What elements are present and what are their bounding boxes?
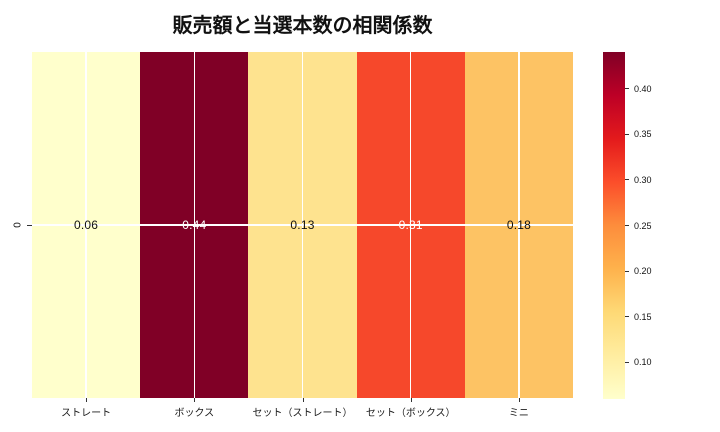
colorbar-tick-mark (625, 88, 629, 90)
x-tick-mark (410, 398, 412, 402)
x-tick-mark (518, 398, 520, 402)
x-tick-mark (86, 398, 88, 402)
colorbar-tick-label: 0.35 (634, 129, 652, 140)
colorbar-ticks: 0.40 0.35 0.30 0.25 0.20 0.15 0.10 (625, 52, 695, 399)
colorbar-tick-label: 0.40 (634, 83, 652, 94)
x-tick-label: セット（ボックス） (365, 408, 456, 419)
gridline-horizontal (32, 224, 573, 226)
x-tick-mark (302, 398, 304, 402)
colorbar-tick-label: 0.30 (634, 174, 652, 185)
cell-value: 0.31 (398, 218, 423, 232)
cell-value: 0.18 (506, 218, 531, 232)
chart-title: 販売額と当選本数の相関係数 (172, 15, 433, 37)
colorbar-tick-mark (625, 361, 629, 363)
x-tick-label: ボックス (174, 408, 215, 419)
colorbar-tick-label: 0.20 (634, 266, 652, 277)
cell-value: 0.06 (74, 218, 99, 232)
y-tick-mark (27, 224, 32, 226)
colorbar-tick-label: 0.25 (634, 220, 652, 231)
x-tick-mark (194, 398, 196, 402)
cell-value: 0.44 (182, 218, 207, 232)
colorbar-tick-mark (625, 179, 629, 181)
x-tick-label: セット（ストレート） (252, 408, 353, 419)
colorbar-tick-label: 0.10 (634, 357, 652, 368)
x-axis-ticks: ストレート ボックス セット（ストレート） セット（ボックス） ミニ (32, 398, 573, 422)
x-tick-label: ストレート (61, 408, 112, 419)
y-tick-label: 0 (10, 222, 22, 228)
colorbar-tick-mark (625, 225, 629, 226)
x-tick-label: ミニ (508, 408, 529, 419)
colorbar-tick-mark (625, 133, 629, 135)
cell-value: 0.13 (290, 218, 315, 232)
colorbar-tick-mark (625, 316, 629, 318)
colorbar-tick-mark (625, 270, 629, 272)
colorbar (603, 52, 625, 399)
colorbar-tick-label: 0.15 (634, 311, 652, 322)
heatmap-plot: 0.06 0.44 0.13 0.31 0.18 (32, 52, 574, 398)
